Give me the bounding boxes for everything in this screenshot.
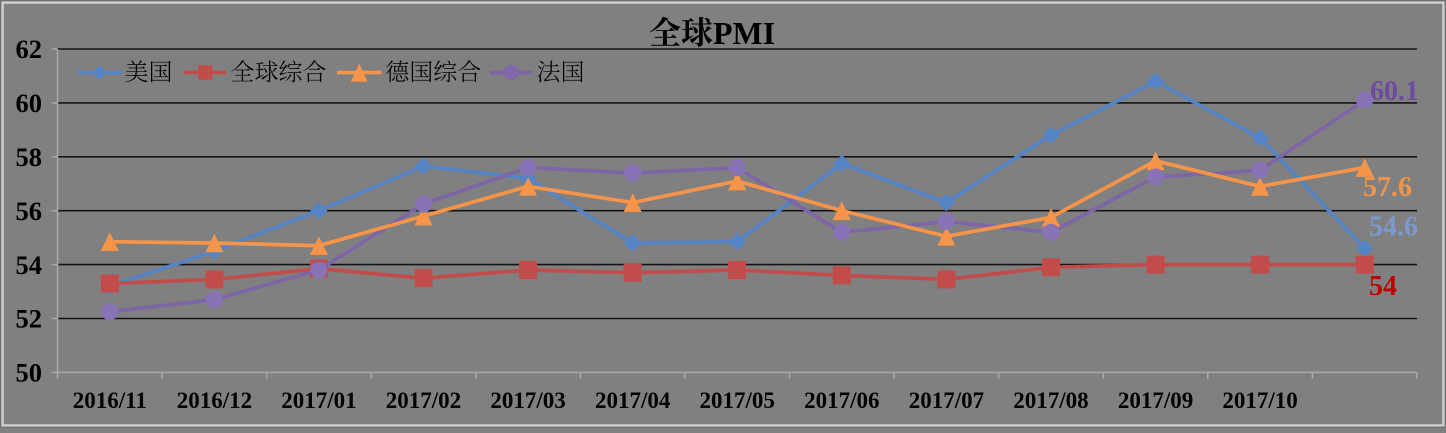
- svg-text:2016/11: 2016/11: [73, 388, 147, 413]
- svg-text:60.1: 60.1: [1370, 76, 1419, 107]
- svg-text:PMI: PMI: [713, 15, 775, 51]
- svg-text:62: 62: [16, 34, 43, 64]
- svg-text:2017/07: 2017/07: [909, 388, 984, 413]
- svg-text:2017/09: 2017/09: [1118, 388, 1193, 413]
- svg-text:2017/01: 2017/01: [281, 388, 356, 413]
- svg-text:60: 60: [16, 88, 43, 118]
- svg-text:2016/12: 2016/12: [177, 388, 252, 413]
- svg-text:2017/02: 2017/02: [386, 388, 461, 413]
- svg-text:2017/03: 2017/03: [490, 388, 565, 413]
- svg-text:54: 54: [16, 250, 43, 280]
- svg-text:50: 50: [16, 358, 43, 388]
- svg-text:56: 56: [16, 196, 43, 226]
- svg-text:54.6: 54.6: [1369, 212, 1418, 243]
- svg-text:57.6: 57.6: [1363, 172, 1412, 203]
- svg-text:2017/06: 2017/06: [804, 388, 879, 413]
- svg-text:52: 52: [16, 304, 43, 334]
- svg-text:2017/04: 2017/04: [595, 388, 671, 413]
- svg-text:58: 58: [16, 142, 43, 172]
- svg-text:54: 54: [1369, 271, 1397, 302]
- svg-text:2017/10: 2017/10: [1222, 388, 1297, 413]
- svg-text:2017/08: 2017/08: [1013, 388, 1088, 413]
- svg-text:2017/05: 2017/05: [700, 388, 775, 413]
